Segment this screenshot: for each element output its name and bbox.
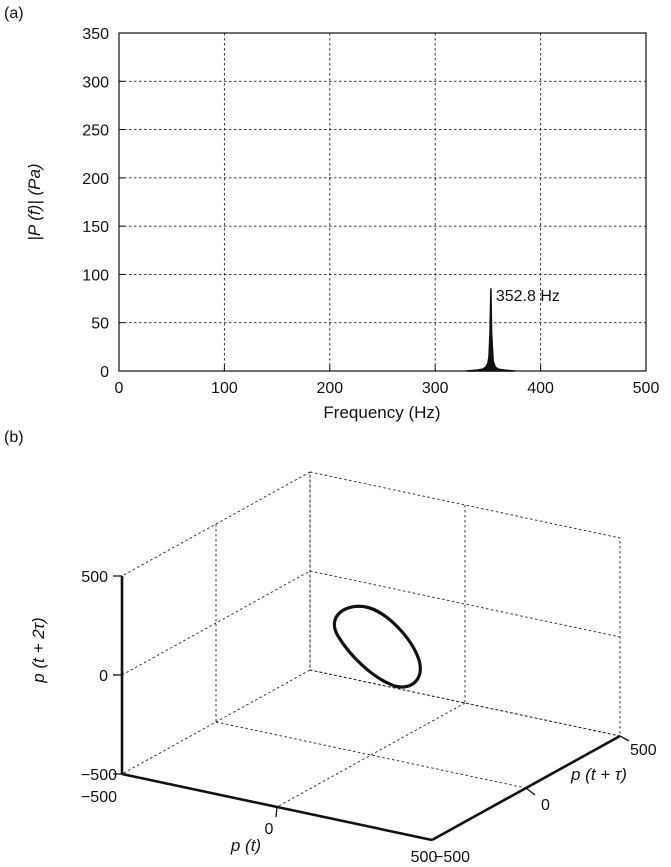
x-tick-label: 300 <box>422 380 449 397</box>
z-tick-label: −500 <box>81 767 117 784</box>
panel-b-z-axis-label: p (t + 2τ) <box>29 617 48 683</box>
panel-a-y-tick-labels: 0 50 100 150 200 250 300 350 <box>82 26 109 381</box>
panel-a-x-axis-label: Frequency (Hz) <box>323 403 440 422</box>
z-tick-label: 0 <box>99 668 108 685</box>
x-tick-label: 400 <box>527 380 554 397</box>
panel-a: (a) 0 100 200 300 400 500 0 50 100 150 200 250 300 3… <box>4 5 659 422</box>
x-tick-label: 100 <box>211 380 238 397</box>
panel-a-label: (a) <box>4 5 24 22</box>
x-tick-label: −500 <box>81 789 117 806</box>
panel-b-y-axis-label: p (t + τ) <box>570 765 627 784</box>
panel-b-box-grid <box>121 471 621 841</box>
panel-b: (b) <box>4 429 657 866</box>
x-tick-label: 500 <box>633 380 660 397</box>
panel-b-label: (b) <box>4 429 24 446</box>
panel-b-x-axis-label: p (t) <box>230 836 261 855</box>
panel-a-axes-frame <box>118 32 647 372</box>
y-tick-label: 300 <box>82 74 109 91</box>
y-tick-label: 350 <box>82 26 109 43</box>
spectrum-line <box>466 288 516 372</box>
x-tick-label: 200 <box>316 380 343 397</box>
y-tick-label: 500 <box>630 742 657 759</box>
y-tick-label: −500 <box>434 849 470 866</box>
y-tick-label: 0 <box>100 364 109 381</box>
x-tick-label: 0 <box>115 380 124 397</box>
y-tick-label: 0 <box>541 797 550 814</box>
y-tick-label: 250 <box>82 123 109 140</box>
y-tick-label: 100 <box>82 267 109 284</box>
panel-a-grid <box>119 33 646 371</box>
peak-annotation: 352.8 Hz <box>496 288 560 305</box>
panel-a-ticks <box>118 32 647 372</box>
y-tick-label: 200 <box>82 171 109 188</box>
z-tick-label: 500 <box>81 569 108 586</box>
panel-a-y-axis-label: |P (f)| (Pa) <box>25 163 44 240</box>
y-tick-label: 50 <box>91 316 109 333</box>
limit-cycle-orbit <box>332 604 422 689</box>
x-tick-label: 0 <box>265 821 274 838</box>
panel-a-x-tick-labels: 0 100 200 300 400 500 <box>115 380 660 397</box>
x-tick-label: 500 <box>411 849 438 866</box>
panel-b-axes <box>113 575 630 842</box>
y-tick-label: 150 <box>82 219 109 236</box>
